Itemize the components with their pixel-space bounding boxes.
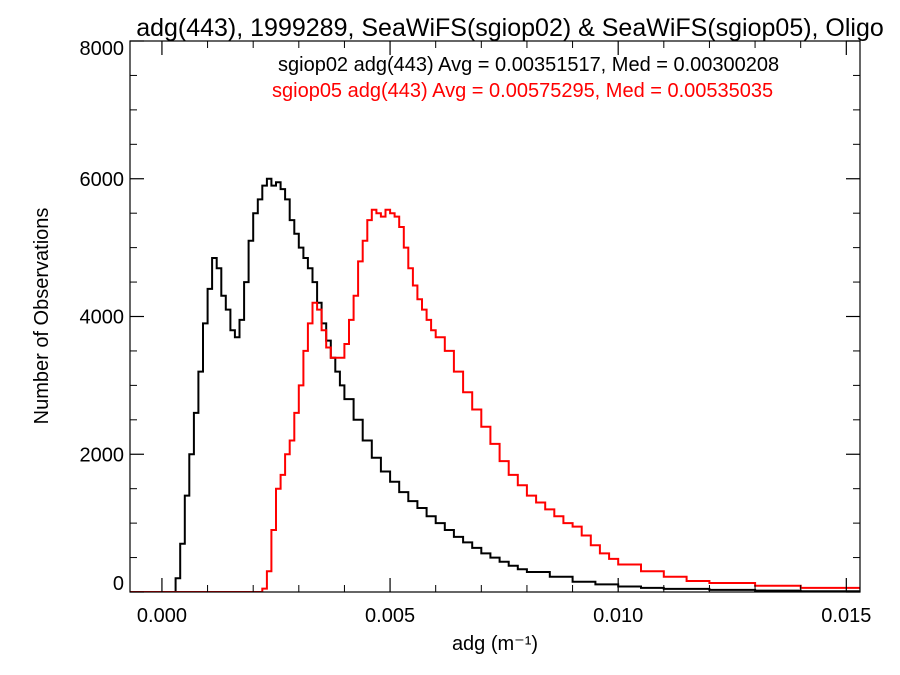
y-axis-label: Number of Observations xyxy=(31,208,53,425)
axes: 0.000 0.005 0.010 0.015 0 2000 4000 6000 8000 xyxy=(80,38,872,627)
y-tick-label: 6000 xyxy=(80,169,125,191)
legend-entry-sgiop02: sgiop02 adg(443) Avg = 0.00351517, Med =… xyxy=(278,54,779,76)
y-tick-label: 4000 xyxy=(80,307,125,329)
series-line-0 xyxy=(130,177,860,592)
legend-entry-sgiop05: sgiop05 adg(443) Avg = 0.00575295, Med =… xyxy=(272,80,773,102)
x-tick-label: 0.015 xyxy=(821,605,871,627)
y-tick-label: 2000 xyxy=(80,444,125,466)
chart-title: adg(443), 1999289, SeaWiFS(sgiop02) & Se… xyxy=(136,14,884,42)
y-tick-label: 0 xyxy=(113,573,124,595)
plot-frame xyxy=(129,40,861,593)
series-line-1 xyxy=(130,208,860,592)
x-tick-label: 0.005 xyxy=(365,605,415,627)
plot-area xyxy=(130,177,860,592)
x-tick-label: 0.000 xyxy=(137,605,187,627)
x-tick-label: 0.010 xyxy=(593,605,643,627)
x-axis-label: adg (m⁻¹) xyxy=(452,633,538,655)
y-tick-label: 8000 xyxy=(80,38,125,60)
